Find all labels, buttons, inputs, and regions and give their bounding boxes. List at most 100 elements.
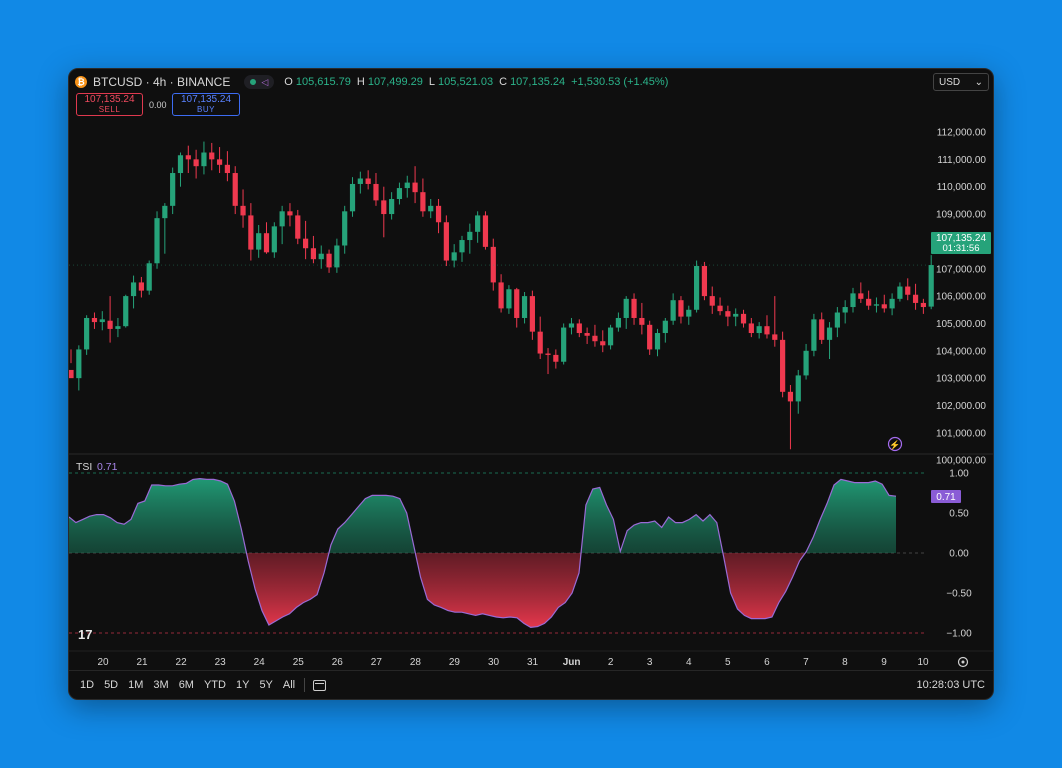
candle-body[interactable] xyxy=(920,302,926,308)
market-status-pill[interactable]: ◁ xyxy=(244,75,275,89)
candle-body[interactable] xyxy=(529,296,535,332)
candle-body[interactable] xyxy=(224,164,230,174)
candle-body[interactable] xyxy=(897,286,903,299)
candle-body[interactable] xyxy=(318,253,324,260)
candle-body[interactable] xyxy=(545,353,551,355)
candle-body[interactable] xyxy=(69,369,74,379)
candle-body[interactable] xyxy=(623,298,629,318)
candle-body[interactable] xyxy=(91,317,98,323)
candle-body[interactable] xyxy=(396,188,403,200)
candle-body[interactable] xyxy=(709,296,715,306)
candle-body[interactable] xyxy=(912,294,919,303)
candle-body[interactable] xyxy=(858,293,864,299)
period-5d[interactable]: 5D xyxy=(104,679,119,691)
candle-body[interactable] xyxy=(701,266,708,297)
candle-body[interactable] xyxy=(99,319,105,323)
period-6m[interactable]: 6M xyxy=(178,679,194,691)
candle-body[interactable] xyxy=(631,298,637,318)
period-3m[interactable]: 3M xyxy=(153,679,169,691)
candle-body[interactable] xyxy=(475,215,481,232)
candle-body[interactable] xyxy=(850,293,856,308)
candle-body[interactable] xyxy=(584,333,590,336)
candle-body[interactable] xyxy=(490,246,496,283)
candle-body[interactable] xyxy=(866,298,872,306)
symbol-title[interactable]: BTCUSD · 4h · BINANCE xyxy=(93,75,231,89)
candle-body[interactable] xyxy=(842,307,848,313)
candle-body[interactable] xyxy=(498,282,504,309)
candle-body[interactable] xyxy=(115,326,121,329)
candle-body[interactable] xyxy=(506,289,512,309)
candle-body[interactable] xyxy=(592,335,598,342)
candle-body[interactable] xyxy=(764,326,770,335)
currency-select[interactable]: USD ⌄ xyxy=(933,73,989,91)
candle-body[interactable] xyxy=(756,326,762,334)
period-all[interactable]: All xyxy=(282,679,296,691)
candle-body[interactable] xyxy=(521,296,528,318)
candle-body[interactable] xyxy=(740,313,747,324)
candle-body[interactable] xyxy=(389,199,395,215)
candle-body[interactable] xyxy=(342,211,348,246)
candle-body[interactable] xyxy=(748,323,754,334)
candle-body[interactable] xyxy=(928,265,934,307)
candle-body[interactable] xyxy=(717,305,723,312)
period-1m[interactable]: 1M xyxy=(128,679,144,691)
candle-body[interactable] xyxy=(803,350,809,376)
candle-body[interactable] xyxy=(365,178,371,184)
candle-body[interactable] xyxy=(154,218,160,264)
candle-body[interactable] xyxy=(725,311,731,317)
candle-body[interactable] xyxy=(568,323,575,328)
candle-body[interactable] xyxy=(248,215,254,250)
candle-body[interactable] xyxy=(412,182,418,193)
candle-body[interactable] xyxy=(76,349,82,379)
candle-body[interactable] xyxy=(607,327,614,346)
candle-body[interactable] xyxy=(232,173,238,206)
candle-body[interactable] xyxy=(694,266,700,310)
candle-body[interactable] xyxy=(357,178,363,184)
candle-body[interactable] xyxy=(279,211,285,227)
candle-body[interactable] xyxy=(404,182,410,189)
candle-body[interactable] xyxy=(686,309,692,317)
candle-body[interactable] xyxy=(795,375,801,402)
candle-body[interactable] xyxy=(295,215,301,239)
candle-body[interactable] xyxy=(639,317,645,325)
candle-body[interactable] xyxy=(170,173,176,206)
candle-body[interactable] xyxy=(561,327,567,362)
candle-body[interactable] xyxy=(553,354,559,362)
candle-body[interactable] xyxy=(834,312,840,328)
candle-body[interactable] xyxy=(326,253,332,268)
candle-body[interactable] xyxy=(138,282,144,291)
candle-body[interactable] xyxy=(662,320,668,334)
candle-body[interactable] xyxy=(146,263,152,291)
candle-body[interactable] xyxy=(576,323,582,334)
sell-button[interactable]: 107,135.24 SELL xyxy=(76,93,143,116)
candle-body[interactable] xyxy=(881,304,887,309)
utc-clock[interactable]: 10:28:03 UTC xyxy=(916,679,985,691)
candle-body[interactable] xyxy=(787,391,794,402)
candle-body[interactable] xyxy=(209,152,215,160)
candle-body[interactable] xyxy=(459,240,465,253)
candle-body[interactable] xyxy=(201,152,207,167)
period-1d[interactable]: 1D xyxy=(80,679,95,691)
gear-icon[interactable] xyxy=(957,656,969,668)
candle-body[interactable] xyxy=(733,313,739,317)
candle-body[interactable] xyxy=(435,205,442,223)
candle-body[interactable] xyxy=(216,159,223,165)
candle-body[interactable] xyxy=(467,231,473,241)
candle-body[interactable] xyxy=(443,222,449,261)
period-ytd[interactable]: YTD xyxy=(203,679,226,691)
candle-body[interactable] xyxy=(647,324,653,350)
candle-body[interactable] xyxy=(428,205,434,212)
candle-body[interactable] xyxy=(107,320,113,329)
candle-body[interactable] xyxy=(780,339,786,392)
candle-body[interactable] xyxy=(263,233,270,253)
candle-body[interactable] xyxy=(537,331,543,354)
candle-body[interactable] xyxy=(678,300,684,317)
candle-body[interactable] xyxy=(256,233,262,250)
candle-body[interactable] xyxy=(873,304,880,306)
candle-body[interactable] xyxy=(819,319,825,340)
period-5y[interactable]: 5Y xyxy=(259,679,273,691)
period-1y[interactable]: 1Y xyxy=(235,679,250,691)
candle-body[interactable] xyxy=(123,296,129,327)
candle-body[interactable] xyxy=(334,245,340,268)
price-chart[interactable]: 112,000.00 111,000.00 110,000.00 109,000.00… xyxy=(69,69,994,700)
